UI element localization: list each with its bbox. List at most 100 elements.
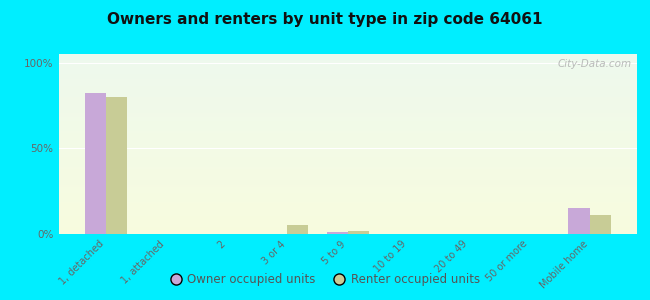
Bar bbox=[58, 155, 637, 157]
Bar bbox=[58, 227, 637, 229]
Bar bbox=[58, 65, 637, 67]
Bar bbox=[58, 76, 637, 77]
Bar bbox=[58, 140, 637, 142]
Bar bbox=[58, 194, 637, 196]
Bar bbox=[58, 101, 637, 103]
Bar bbox=[58, 193, 637, 194]
Bar bbox=[58, 148, 637, 149]
Bar bbox=[58, 122, 637, 124]
Bar bbox=[58, 160, 637, 162]
Bar bbox=[58, 99, 637, 101]
Bar bbox=[58, 126, 637, 128]
Bar bbox=[58, 115, 637, 117]
Bar bbox=[58, 184, 637, 185]
Bar bbox=[58, 158, 637, 160]
Bar bbox=[84, 93, 106, 234]
Bar bbox=[58, 211, 637, 212]
Text: City-Data.com: City-Data.com bbox=[557, 59, 631, 69]
Bar bbox=[58, 198, 637, 200]
Bar bbox=[58, 68, 637, 70]
Bar bbox=[58, 166, 637, 167]
Bar bbox=[58, 144, 637, 146]
Bar bbox=[58, 218, 637, 220]
Bar bbox=[58, 119, 637, 121]
Bar bbox=[58, 216, 637, 218]
Bar bbox=[58, 54, 637, 56]
Bar bbox=[58, 223, 637, 225]
Bar bbox=[58, 77, 637, 79]
Bar bbox=[590, 215, 611, 234]
Bar bbox=[58, 104, 637, 106]
Bar bbox=[58, 182, 637, 184]
Bar bbox=[58, 83, 637, 85]
Bar bbox=[58, 108, 637, 110]
Bar bbox=[58, 103, 637, 104]
Bar bbox=[58, 113, 637, 115]
Bar bbox=[58, 153, 637, 155]
Bar bbox=[58, 110, 637, 112]
Bar bbox=[58, 149, 637, 151]
Bar bbox=[58, 130, 637, 131]
Bar bbox=[58, 139, 637, 140]
Bar bbox=[58, 151, 637, 153]
Legend: Owner occupied units, Renter occupied units: Owner occupied units, Renter occupied un… bbox=[165, 269, 485, 291]
Bar bbox=[58, 225, 637, 227]
Bar bbox=[58, 157, 637, 158]
Bar bbox=[326, 232, 348, 234]
Bar bbox=[287, 225, 309, 234]
Bar bbox=[58, 142, 637, 144]
Text: Owners and renters by unit type in zip code 64061: Owners and renters by unit type in zip c… bbox=[107, 12, 543, 27]
Bar bbox=[58, 85, 637, 86]
Bar bbox=[58, 61, 637, 63]
Bar bbox=[58, 92, 637, 94]
Bar bbox=[58, 200, 637, 202]
Bar bbox=[58, 185, 637, 187]
Bar bbox=[58, 135, 637, 137]
Bar bbox=[58, 202, 637, 203]
Bar bbox=[58, 229, 637, 230]
Bar bbox=[58, 97, 637, 99]
Bar bbox=[568, 208, 590, 234]
Bar bbox=[58, 131, 637, 133]
Bar bbox=[58, 180, 637, 182]
Bar bbox=[348, 231, 369, 234]
Bar bbox=[58, 117, 637, 119]
Bar bbox=[58, 95, 637, 97]
Bar bbox=[58, 169, 637, 171]
Bar bbox=[58, 167, 637, 169]
Bar bbox=[58, 173, 637, 175]
Bar bbox=[58, 128, 637, 130]
Bar bbox=[58, 86, 637, 88]
Bar bbox=[58, 58, 637, 59]
Bar bbox=[58, 67, 637, 68]
Bar bbox=[58, 63, 637, 65]
Bar bbox=[58, 176, 637, 178]
Bar bbox=[58, 207, 637, 209]
Bar bbox=[58, 205, 637, 207]
Bar bbox=[58, 74, 637, 76]
Bar bbox=[58, 220, 637, 221]
Bar bbox=[58, 164, 637, 166]
Bar bbox=[58, 79, 637, 81]
Bar bbox=[58, 230, 637, 232]
Bar bbox=[58, 214, 637, 216]
Bar bbox=[58, 90, 637, 92]
Bar bbox=[58, 121, 637, 122]
Bar bbox=[106, 97, 127, 234]
Bar bbox=[58, 221, 637, 223]
Bar bbox=[58, 196, 637, 198]
Bar bbox=[58, 56, 637, 58]
Bar bbox=[58, 124, 637, 126]
Bar bbox=[58, 70, 637, 72]
Bar bbox=[58, 59, 637, 61]
Bar bbox=[58, 212, 637, 214]
Bar bbox=[58, 88, 637, 90]
Bar bbox=[58, 171, 637, 173]
Bar bbox=[58, 189, 637, 191]
Bar bbox=[58, 112, 637, 113]
Bar bbox=[58, 191, 637, 193]
Bar bbox=[58, 72, 637, 74]
Bar bbox=[58, 187, 637, 189]
Bar bbox=[58, 175, 637, 176]
Bar bbox=[58, 106, 637, 108]
